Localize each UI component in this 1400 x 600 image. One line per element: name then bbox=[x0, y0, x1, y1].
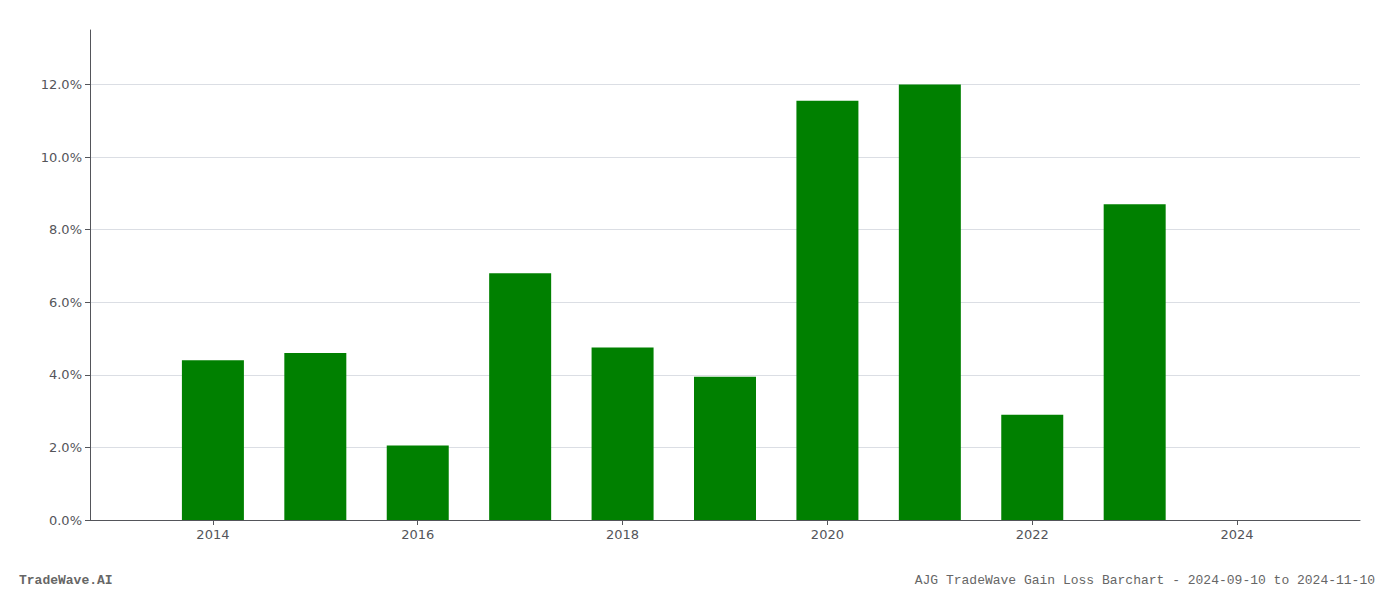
svg-text:2014: 2014 bbox=[196, 527, 229, 542]
svg-text:2018: 2018 bbox=[606, 527, 639, 542]
svg-text:AJG TradeWave Gain Loss Barcha: AJG TradeWave Gain Loss Barchart - 2024-… bbox=[915, 573, 1375, 588]
svg-text:TradeWave.AI: TradeWave.AI bbox=[19, 573, 113, 588]
svg-text:0.0%: 0.0% bbox=[49, 513, 82, 528]
svg-text:4.0%: 4.0% bbox=[49, 367, 82, 382]
svg-text:2016: 2016 bbox=[401, 527, 434, 542]
svg-text:10.0%: 10.0% bbox=[41, 150, 82, 165]
svg-text:2024: 2024 bbox=[1221, 527, 1254, 542]
svg-text:2.0%: 2.0% bbox=[49, 440, 82, 455]
svg-text:2020: 2020 bbox=[811, 527, 844, 542]
svg-text:12.0%: 12.0% bbox=[41, 77, 82, 92]
svg-text:6.0%: 6.0% bbox=[49, 295, 82, 310]
svg-text:2022: 2022 bbox=[1016, 527, 1049, 542]
svg-text:8.0%: 8.0% bbox=[49, 222, 82, 237]
